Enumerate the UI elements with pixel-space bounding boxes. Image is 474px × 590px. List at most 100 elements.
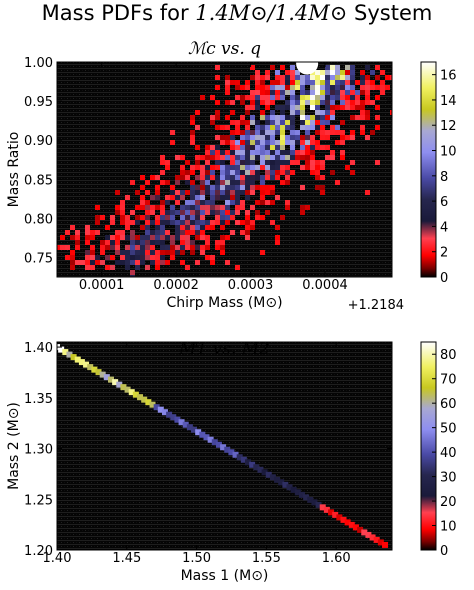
density-cell (350, 170, 355, 175)
density-cell (90, 230, 95, 235)
density-cell (400, 65, 405, 70)
density-cell (250, 225, 255, 230)
density-cell (250, 135, 255, 140)
density-cell (220, 125, 225, 130)
density-cell (145, 230, 150, 235)
density-cell (99, 371, 106, 378)
density-cell (270, 185, 275, 190)
density-cell (260, 200, 265, 205)
density-cell (90, 260, 95, 265)
density-cell (340, 155, 345, 160)
density-cell (65, 230, 70, 235)
density-cell (205, 255, 210, 260)
density-cell (315, 110, 320, 115)
density-cell (230, 150, 235, 155)
density-cell (340, 75, 345, 80)
density-cell (325, 100, 330, 105)
density-cell (170, 195, 175, 200)
density-cell (335, 75, 340, 80)
density-cell (240, 130, 245, 135)
density-cell (85, 265, 90, 270)
density-cell (130, 240, 135, 245)
density-cell (290, 125, 295, 130)
density-cell (200, 215, 205, 220)
density-cell (232, 451, 239, 458)
density-cell (145, 200, 150, 205)
density-cell (220, 195, 225, 200)
density-cell (230, 200, 235, 205)
density-cell (240, 456, 247, 463)
density-cell (130, 235, 135, 240)
density-cell (130, 275, 135, 277)
density-cell (95, 215, 100, 220)
density-cell (135, 220, 140, 225)
density-cell (260, 160, 265, 165)
density-cell (155, 255, 160, 260)
density-cell (330, 130, 335, 135)
density-cell (85, 235, 90, 240)
density-cell (385, 85, 390, 90)
density-cell (100, 215, 105, 220)
density-cell (160, 225, 165, 230)
colorbar-tick-label: 6 (440, 195, 448, 210)
density-cell (370, 70, 375, 75)
density-cell (200, 185, 205, 190)
density-cell (290, 90, 295, 95)
density-cell (245, 120, 250, 125)
density-cell (265, 200, 270, 205)
density-cell (245, 215, 250, 220)
density-cell (220, 165, 225, 170)
density-cell (160, 215, 165, 220)
density-cell (215, 240, 220, 245)
density-cell (205, 185, 210, 190)
density-cell (195, 190, 200, 195)
density-cell (270, 85, 275, 90)
figure-title: Mass PDFs for 1.4M⊙/1.4M⊙ System (42, 1, 433, 25)
density-cell (400, 80, 405, 85)
density-cell (230, 140, 235, 145)
density-cell (330, 155, 335, 160)
density-cell (145, 210, 150, 215)
density-cell (70, 235, 75, 240)
density-cell (190, 140, 195, 145)
density-cell (286, 484, 293, 491)
density-cell (190, 185, 195, 190)
panel-title: ℳc vs. q (188, 39, 261, 59)
density-cell (160, 170, 165, 175)
density-cell (400, 75, 405, 80)
density-cell (340, 105, 345, 110)
density-cell (225, 185, 230, 190)
density-cell (295, 135, 300, 140)
density-cell (115, 230, 120, 235)
density-cell (230, 100, 235, 105)
density-cell (145, 235, 150, 240)
density-cell (285, 75, 290, 80)
density-cell (165, 215, 170, 220)
density-cell (330, 65, 335, 70)
density-cell (290, 486, 297, 493)
density-cell (103, 374, 110, 381)
density-cell (140, 250, 145, 255)
density-cell (225, 210, 230, 215)
density-cell (120, 230, 125, 235)
density-cell (210, 150, 215, 155)
density-cell (235, 85, 240, 90)
density-cell (310, 75, 315, 80)
density-cell (161, 409, 168, 416)
density-cell (105, 235, 110, 240)
density-cell (230, 175, 235, 180)
density-cell (250, 155, 255, 160)
density-cell (195, 125, 200, 130)
density-cell (255, 75, 260, 80)
density-cell (190, 245, 195, 250)
density-cell (275, 240, 280, 245)
density-cell (75, 260, 80, 265)
density-cell (230, 195, 235, 200)
density-cell (220, 220, 225, 225)
density-cell (300, 110, 305, 115)
density-cell (295, 150, 300, 155)
density-cell (190, 135, 195, 140)
density-cell (125, 250, 130, 255)
density-cell (150, 195, 155, 200)
density-cell (300, 135, 305, 140)
